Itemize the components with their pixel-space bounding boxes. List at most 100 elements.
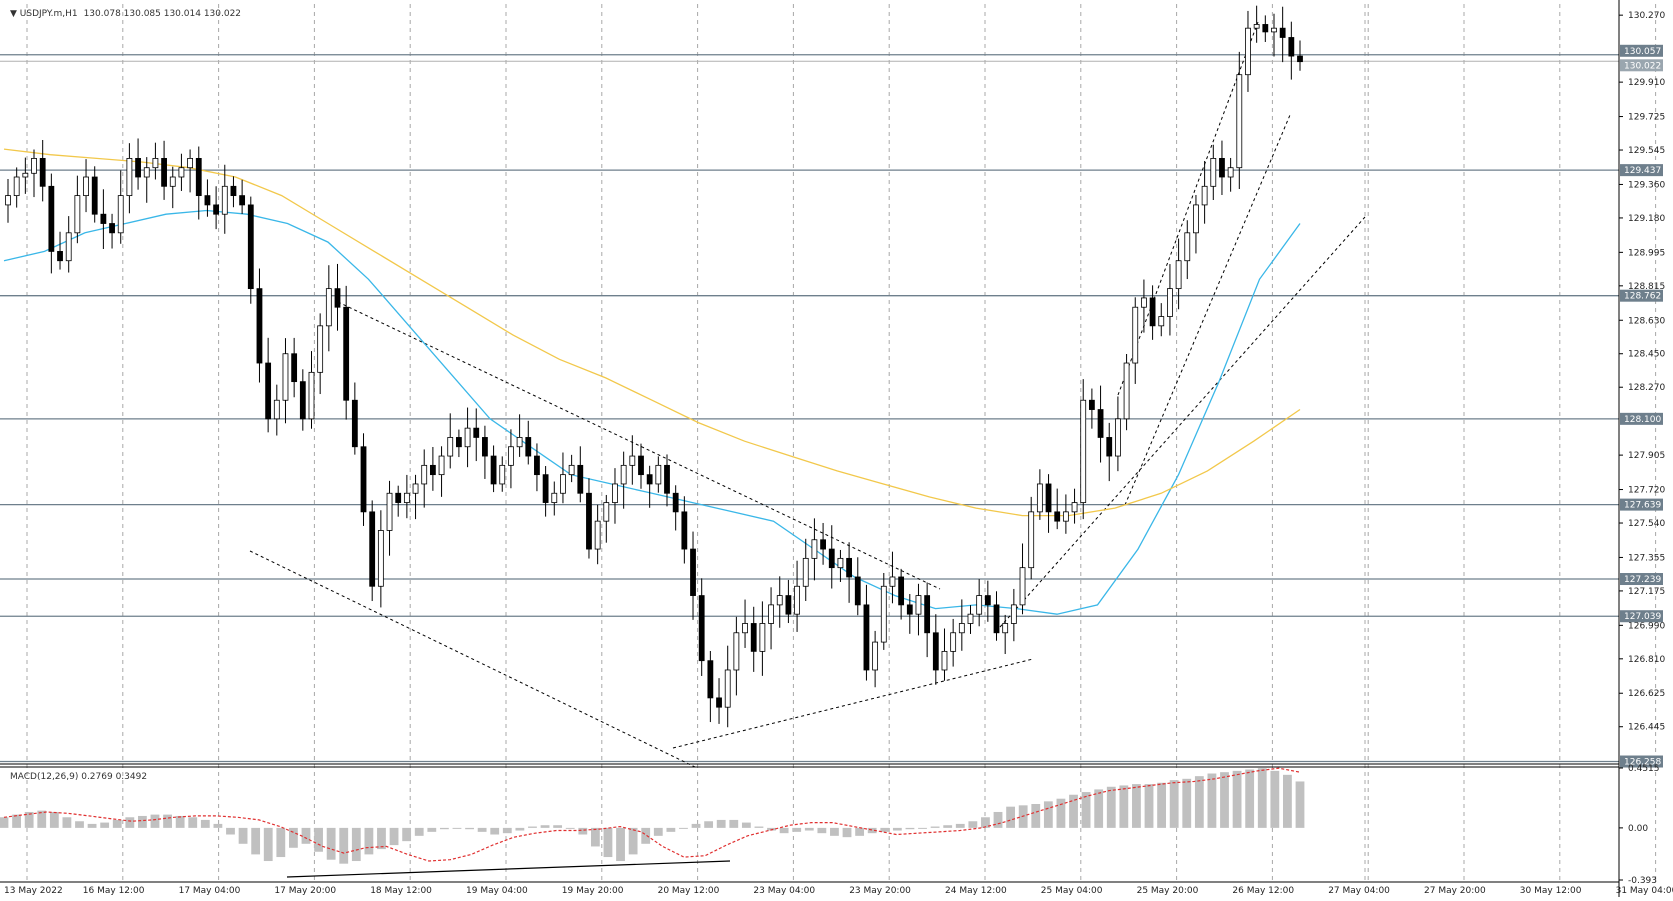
candle[interactable]: [846, 542, 853, 603]
candle[interactable]: [863, 584, 870, 681]
candle[interactable]: [299, 369, 306, 431]
candle[interactable]: [447, 413, 454, 469]
candle[interactable]: [308, 351, 315, 429]
candle[interactable]: [1088, 388, 1095, 429]
candle[interactable]: [204, 179, 211, 217]
macd-signal-line[interactable]: [3, 767, 1301, 862]
candle[interactable]: [646, 465, 653, 508]
fast-moving-average-line[interactable]: [3, 209, 1301, 615]
candle[interactable]: [213, 186, 220, 230]
candle[interactable]: [603, 494, 610, 543]
candle[interactable]: [369, 500, 376, 602]
candle[interactable]: [31, 149, 37, 198]
candle[interactable]: [958, 599, 965, 651]
candle[interactable]: [568, 454, 575, 483]
candle[interactable]: [776, 576, 783, 628]
candle[interactable]: [1019, 543, 1026, 615]
candle[interactable]: [785, 579, 792, 624]
candle[interactable]: [135, 138, 141, 190]
candle[interactable]: [273, 384, 280, 436]
collapse-triangle-icon[interactable]: ▼: [10, 9, 20, 19]
candle[interactable]: [1062, 494, 1069, 534]
candle[interactable]: [1080, 379, 1087, 520]
candle[interactable]: [1149, 285, 1156, 340]
candle[interactable]: [1132, 297, 1139, 384]
candle[interactable]: [100, 189, 107, 249]
candle[interactable]: [490, 445, 497, 493]
candle[interactable]: [473, 408, 480, 462]
candle[interactable]: [1210, 144, 1217, 200]
candle[interactable]: [516, 414, 523, 457]
candle[interactable]: [429, 446, 436, 491]
candle[interactable]: [976, 579, 983, 627]
candle[interactable]: [438, 446, 445, 497]
candle[interactable]: [325, 265, 332, 352]
candle[interactable]: [482, 425, 488, 479]
candle[interactable]: [1279, 6, 1286, 63]
candle[interactable]: [802, 538, 809, 601]
candle[interactable]: [386, 480, 393, 556]
candle[interactable]: [854, 557, 861, 616]
candle[interactable]: [265, 337, 272, 433]
candle[interactable]: [291, 337, 298, 398]
candle[interactable]: [83, 159, 89, 213]
candle[interactable]: [525, 420, 532, 465]
candle[interactable]: [187, 149, 193, 193]
candle[interactable]: [1227, 157, 1234, 192]
candle[interactable]: [681, 496, 688, 564]
candle[interactable]: [1115, 396, 1121, 472]
candle[interactable]: [1297, 40, 1303, 71]
candle[interactable]: [13, 167, 20, 208]
candle[interactable]: [126, 143, 133, 214]
candle[interactable]: [690, 531, 696, 620]
candle[interactable]: [1175, 238, 1182, 310]
candle[interactable]: [768, 587, 774, 650]
candle[interactable]: [984, 580, 991, 622]
candle[interactable]: [612, 468, 618, 524]
candle[interactable]: [464, 407, 471, 468]
candle[interactable]: [1193, 195, 1199, 254]
candle[interactable]: [993, 591, 1000, 641]
dashed-trendline[interactable]: [1117, 21, 1259, 396]
candle[interactable]: [65, 216, 72, 273]
candle[interactable]: [594, 504, 601, 565]
candle[interactable]: [577, 446, 584, 503]
candle[interactable]: [169, 166, 176, 209]
candle[interactable]: [1002, 614, 1009, 655]
candle[interactable]: [707, 651, 714, 723]
candle[interactable]: [837, 549, 844, 582]
candle[interactable]: [343, 285, 350, 420]
candle[interactable]: [629, 435, 636, 485]
candle[interactable]: [724, 645, 731, 728]
candle[interactable]: [932, 614, 939, 685]
candle[interactable]: [317, 313, 324, 395]
candle[interactable]: [534, 443, 540, 492]
candle[interactable]: [672, 485, 679, 531]
candle[interactable]: [395, 485, 402, 517]
candle[interactable]: [1167, 264, 1173, 336]
dashed-trendline[interactable]: [249, 550, 696, 768]
candle[interactable]: [143, 157, 150, 203]
candle[interactable]: [1054, 488, 1061, 530]
dashed-trendline[interactable]: [1124, 114, 1291, 506]
candle[interactable]: [455, 429, 462, 458]
candle[interactable]: [828, 525, 835, 589]
candle[interactable]: [1288, 21, 1295, 80]
candle[interactable]: [759, 601, 766, 676]
candle[interactable]: [1271, 13, 1277, 57]
candle[interactable]: [161, 140, 167, 200]
candle[interactable]: [499, 456, 506, 492]
candle[interactable]: [698, 578, 705, 676]
candle[interactable]: [1010, 588, 1017, 642]
candle[interactable]: [247, 196, 254, 304]
candle[interactable]: [551, 481, 558, 516]
candle[interactable]: [221, 164, 228, 234]
candle[interactable]: [412, 474, 419, 520]
candle[interactable]: [74, 175, 81, 244]
candle[interactable]: [178, 153, 185, 191]
candle[interactable]: [889, 551, 896, 604]
dashed-trendline[interactable]: [999, 216, 1366, 628]
slow-moving-average-line[interactable]: [3, 148, 1301, 517]
candle[interactable]: [880, 572, 887, 650]
candle[interactable]: [256, 268, 263, 383]
